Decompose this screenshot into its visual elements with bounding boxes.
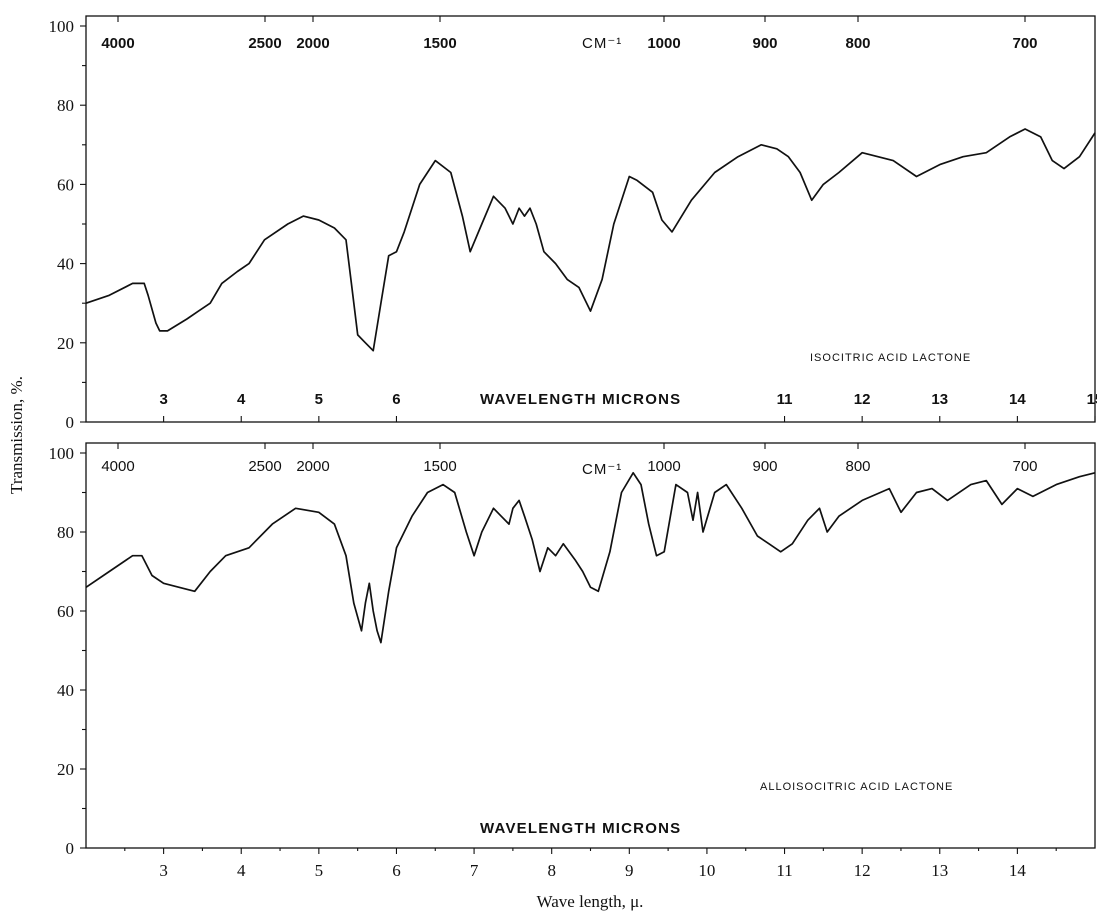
bottom-x-tick-label: 8 <box>547 861 556 880</box>
bottom-compound-annotation: ALLOISOCITRIC ACID LACTONE <box>760 781 953 793</box>
top-y-tick-label: 40 <box>57 255 74 274</box>
top-wavenumber-label: 2500 <box>248 35 281 52</box>
bottom-x-tick-label: 3 <box>159 861 168 880</box>
top-wavenumber-label: 4000 <box>101 35 134 52</box>
top-wavenumber-label: 900 <box>752 35 777 52</box>
bottom-x-tick-label: 11 <box>776 861 792 880</box>
top-compound-annotation: ISOCITRIC ACID LACTONE <box>810 352 971 364</box>
top-micron-label: 15 <box>1087 391 1097 408</box>
bottom-spectrum-panel: ALLOISOCITRIC ACID LACTONE WAVELENGTH MI… <box>49 442 1096 880</box>
bottom-x-tick-label: 4 <box>237 861 246 880</box>
top-spectrum-line <box>85 128 1096 352</box>
bottom-wavenumber-label: 900 <box>752 458 777 475</box>
y-axis-label: Transmission, %. <box>7 376 26 494</box>
top-wavenumber-label: 1500 <box>423 35 456 52</box>
top-micron-label: 5 <box>315 391 323 408</box>
bottom-x-tick-label: 14 <box>1009 861 1027 880</box>
top-wavenumber-label: 800 <box>845 35 870 52</box>
top-micron-label: 12 <box>854 391 871 408</box>
bottom-x-tick-label: 5 <box>315 861 324 880</box>
bottom-y-tick-label: 40 <box>57 681 74 700</box>
top-inner-axis-label: WAVELENGTH MICRONS <box>480 391 681 408</box>
top-y-tick-label: 20 <box>57 334 74 353</box>
bottom-x-tick-label: 6 <box>392 861 401 880</box>
bottom-x-tick-label: 13 <box>931 861 948 880</box>
top-wavenumber-label: 700 <box>1012 35 1037 52</box>
top-y-tick-label: 60 <box>57 175 74 194</box>
bottom-y-tick-label: 20 <box>57 760 74 779</box>
top-y-tick-label: 100 <box>49 17 75 36</box>
bottom-y-tick-label: 80 <box>57 523 74 542</box>
top-plot-frame <box>85 15 1096 423</box>
top-wavenumber-label: 2000 <box>296 35 329 52</box>
bottom-inner-axis-label: WAVELENGTH MICRONS <box>480 820 681 837</box>
bottom-x-tick-label: 12 <box>854 861 871 880</box>
bottom-x-tick-label: 7 <box>470 861 479 880</box>
x-axis-label: Wave length, μ. <box>537 892 644 911</box>
bottom-spectrum-line <box>85 471 1096 644</box>
bottom-wavenumber-label: 700 <box>1012 458 1037 475</box>
top-micron-label: 6 <box>392 391 400 408</box>
top-wavenumber-label: 1000 <box>647 35 680 52</box>
bottom-wavenumber-label: 2000 <box>296 458 329 475</box>
bottom-wavenumber-axis-label: CM⁻¹ <box>582 461 622 478</box>
top-wavenumber-axis-label: CM⁻¹ <box>582 35 622 52</box>
top-y-tick-label: 80 <box>57 96 74 115</box>
bottom-wavenumber-label: 800 <box>845 458 870 475</box>
bottom-wavenumber-label: 2500 <box>248 458 281 475</box>
top-micron-label: 11 <box>777 391 793 408</box>
top-micron-label: 14 <box>1009 391 1026 408</box>
bottom-x-tick-label: 10 <box>698 861 715 880</box>
bottom-wavenumber-label: 1000 <box>647 458 680 475</box>
bottom-y-tick-label: 0 <box>66 839 75 858</box>
top-y-tick-label: 0 <box>66 413 75 432</box>
bottom-y-tick-label: 100 <box>49 444 75 463</box>
bottom-wavenumber-label: 1500 <box>423 458 456 475</box>
top-micron-label: 3 <box>159 391 167 408</box>
bottom-wavenumber-label: 4000 <box>101 458 134 475</box>
bottom-x-tick-label: 9 <box>625 861 634 880</box>
top-micron-label: 13 <box>931 391 948 408</box>
top-micron-label: 4 <box>237 391 246 408</box>
bottom-y-tick-label: 60 <box>57 602 74 621</box>
top-spectrum-panel: ISOCITRIC ACID LACTONE WAVELENGTH MICRON… <box>49 15 1097 432</box>
